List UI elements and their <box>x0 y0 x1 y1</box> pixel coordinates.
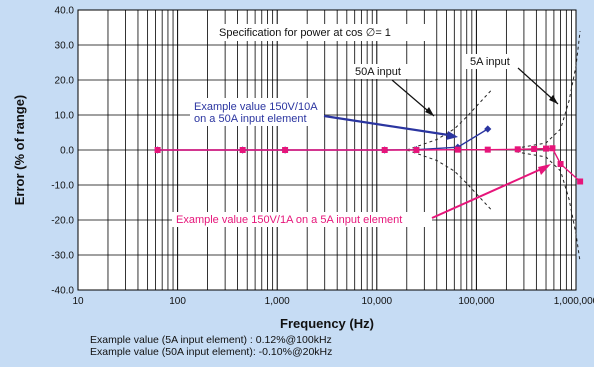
data-point-square <box>484 146 491 153</box>
x-axis-title: Frequency (Hz) <box>280 316 374 331</box>
data-point-diamond <box>484 125 492 133</box>
series-group <box>154 125 584 185</box>
arrow-blue-example <box>323 114 456 138</box>
data-point-square <box>514 146 521 153</box>
data-point-square <box>239 147 246 153</box>
arrowhead-50a-input <box>425 107 434 116</box>
data-point-square <box>543 145 550 152</box>
footer-note-5a: Example value (5A input element) : 0.12%… <box>90 334 332 346</box>
data-point-square <box>154 147 161 153</box>
pink-label-box <box>172 212 432 227</box>
y-tick-label: 30.0 <box>55 41 75 52</box>
y-tick-label: 10.0 <box>55 111 75 122</box>
data-point-square <box>549 145 556 152</box>
spec-title-box <box>212 24 428 41</box>
arrowhead-blue-example <box>446 131 458 140</box>
y-tick-label: -20.0 <box>51 216 74 227</box>
data-point-square <box>531 145 538 152</box>
arrowhead-pink-example <box>538 164 551 175</box>
data-point-square <box>282 147 289 153</box>
data-point-square <box>557 161 564 167</box>
pink-label: Example value 150V/1A on a 5A input elem… <box>176 214 402 226</box>
y-tick-label: 40.0 <box>55 6 75 17</box>
arrow-pink-example <box>431 165 549 219</box>
y-axis-title: Error (% of range) <box>12 95 27 206</box>
data-point-square <box>577 178 584 185</box>
blue-label-line1: Example value 150V/10A <box>194 101 318 113</box>
label-5a-box <box>466 54 518 69</box>
blue-label-box <box>190 98 324 126</box>
data-point-square <box>413 147 420 153</box>
x-tick-label: 100 <box>169 296 186 307</box>
y-tick-label: -40.0 <box>51 286 74 297</box>
spec-lines <box>406 30 581 263</box>
y-tick-label: 0.0 <box>60 146 74 157</box>
y-tick-label: 20.0 <box>55 76 75 87</box>
label-5a-input: 5A input <box>470 56 510 68</box>
footer-note-50a: Example value (50A input element): -0.10… <box>90 346 333 358</box>
spec-line <box>515 151 581 263</box>
tick-labels: 10 100 1,000 10,000 100,000 1,000,000 40.0 30.0… <box>51 6 594 308</box>
blue-label-line2: on a 50A input element <box>194 113 307 125</box>
x-tick-label: 10,000 <box>362 296 393 307</box>
spec-title: Specification for power at cos ∅= 1 <box>219 27 391 39</box>
data-point-square <box>454 146 461 153</box>
x-tick-label: 10 <box>72 296 84 307</box>
data-point-square <box>381 147 388 153</box>
arrowhead-5a-input <box>549 95 558 104</box>
spec-line <box>406 149 492 210</box>
annotations: Specification for power at cos ∅= 1 50A … <box>172 24 559 227</box>
x-tick-label: 1,000 <box>265 296 290 307</box>
plot-border <box>77 9 577 291</box>
x-tick-label: 100,000 <box>458 296 495 307</box>
label-50a-input: 50A input <box>355 66 401 78</box>
y-tick-label: -30.0 <box>51 251 74 262</box>
spec-line <box>406 90 492 151</box>
x-tick-label: 1,000,000 <box>554 296 594 307</box>
y-tick-label: -10.0 <box>51 181 74 192</box>
label-50a-box <box>352 64 410 79</box>
spec-line <box>515 30 581 149</box>
